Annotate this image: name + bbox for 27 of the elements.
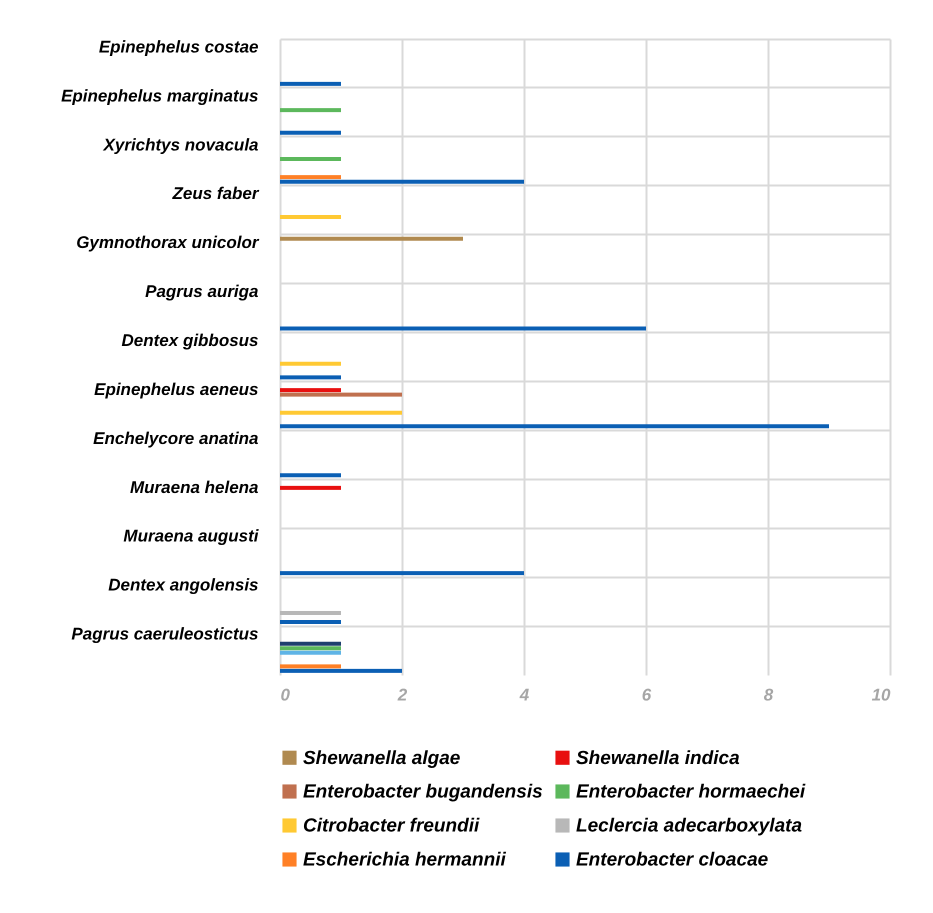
y-tick-label: Xyrichtys novacula (102, 135, 258, 154)
y-tick-label: Epinephelus marginatus (61, 86, 258, 106)
legend-label: Escherichia hermannii (303, 850, 506, 870)
y-tick-label: Epinephelus costae (98, 37, 258, 56)
y-tick-label: Muraena helena (130, 478, 258, 497)
legend-label: Leclercia adecarboxylata (576, 816, 802, 836)
y-tick-label: Gymnothorax unicolor (76, 233, 260, 252)
y-tick-label: Dentex angolensis (108, 576, 258, 595)
legend-label: Shewanella algae (303, 748, 461, 769)
legend-label: Citrobacter freundii (303, 816, 480, 836)
y-tick-label: Enchelycore anatina (93, 428, 258, 448)
legend-label: Shewanella indica (576, 748, 740, 769)
x-tick-label: 8 (764, 686, 774, 704)
y-tick-label: Zeus faber (172, 184, 260, 204)
y-tick-label: Pagrus caeruleostictus (71, 624, 258, 644)
x-tick-label: 0 (280, 686, 290, 704)
legend-label: Enterobacter hormaechei (576, 782, 806, 802)
y-tick-label: Dentex gibbosus (122, 331, 258, 350)
x-tick-label: 4 (518, 686, 530, 704)
x-tick-label: 10 (872, 686, 892, 704)
y-tick-label: Muraena augusti (123, 526, 260, 546)
x-tick-label: 6 (642, 686, 652, 704)
legend-label: Enterobacter cloacae (576, 850, 769, 870)
y-tick-label: Pagrus auriga (145, 282, 258, 302)
x-tick-label: 2 (396, 686, 408, 704)
legend-label: Enterobacter bugandensis (303, 782, 543, 802)
y-tick-label: Epinephelus aeneus (94, 380, 258, 399)
